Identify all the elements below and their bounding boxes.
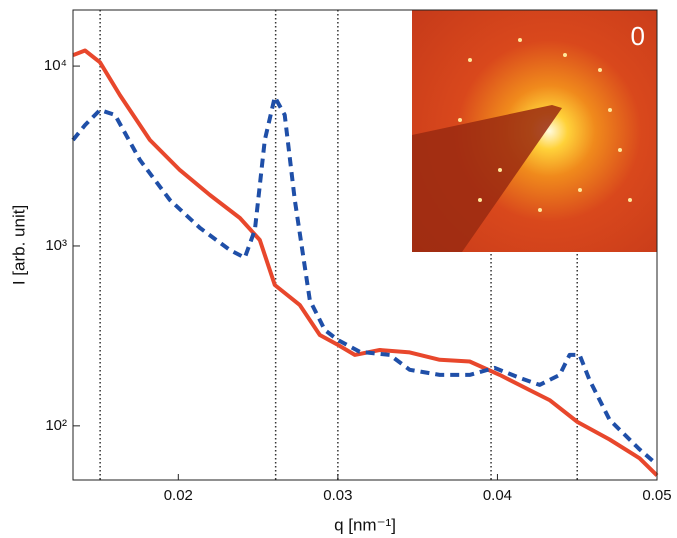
inset-spot	[498, 168, 502, 172]
inset-spot	[468, 58, 472, 62]
y-axis-label: I [arb. unit]	[9, 205, 28, 285]
inset-spot	[538, 208, 542, 212]
x-tick-label: 0.04	[483, 487, 512, 504]
x-tick-label: 0.02	[164, 487, 193, 504]
chart: q [nm⁻¹] I [arb. unit] 0 0.02 0.03 0.04 0.05…	[0, 0, 677, 538]
y-tick-label: 10³	[45, 237, 67, 254]
y-tick-label: 10²	[45, 417, 67, 434]
inset-spot	[608, 108, 612, 112]
page: q [nm⁻¹] I [arb. unit] 0 0.02 0.03 0.04 0.05…	[0, 0, 677, 538]
inset-label: 0	[631, 21, 645, 51]
inset-spot	[518, 38, 522, 42]
inset-spot	[598, 68, 602, 72]
x-tick-label: 0.03	[323, 487, 352, 504]
x-axis-label: q [nm⁻¹]	[334, 515, 396, 534]
inset-spot	[578, 188, 582, 192]
inset-spot	[618, 148, 622, 152]
inset-spot	[628, 198, 632, 202]
inset-spot	[563, 53, 567, 57]
x-tick-label: 0.05	[642, 487, 671, 504]
inset-spot	[458, 118, 462, 122]
inset-spot	[478, 198, 482, 202]
y-tick-label: 10⁴	[44, 57, 67, 74]
